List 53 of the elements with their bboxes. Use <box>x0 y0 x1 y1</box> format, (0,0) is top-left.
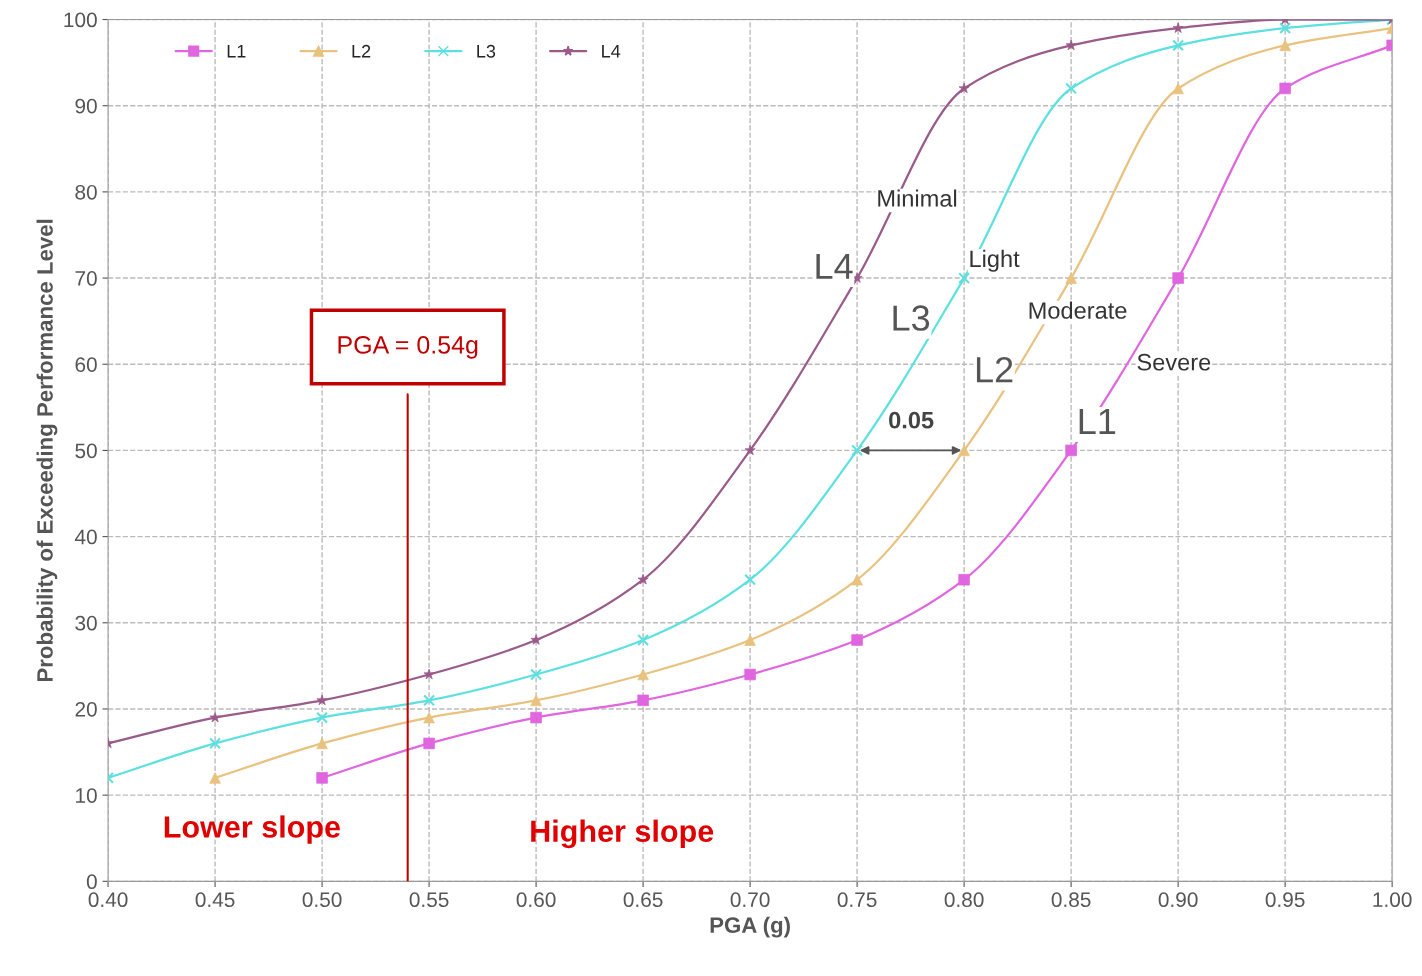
y-axis-title: Probability of Exceeding Performance Level <box>36 219 58 682</box>
y-tick-label: 30 <box>75 615 97 631</box>
point <box>851 444 864 457</box>
annotation: Higher slope <box>531 819 714 849</box>
annotation: L2 <box>976 356 1013 383</box>
x-tick-label: 0.60 <box>516 892 556 908</box>
y-tick-label: 50 <box>75 443 97 459</box>
y-tick-label: 60 <box>75 357 97 372</box>
y-tick-label: 10 <box>76 788 97 803</box>
annotation: Severe <box>1137 353 1211 371</box>
point <box>209 737 222 750</box>
annotation: L3 <box>893 305 930 331</box>
annotation: Light <box>970 249 1020 272</box>
y-tick-label: 80 <box>75 184 97 200</box>
legend-label: L2 <box>352 44 371 58</box>
y-tick-label: 90 <box>75 98 97 114</box>
point <box>637 634 650 646</box>
annotation: 0.05 <box>889 411 934 429</box>
y-tick-label: 100 <box>64 12 97 28</box>
point <box>1172 39 1185 52</box>
legend-label: L4 <box>602 45 621 58</box>
y-tick-label: 40 <box>74 529 97 545</box>
x-tick-label: 0.65 <box>623 892 663 908</box>
x-tick-label: 0.55 <box>409 892 449 908</box>
x-tick-label: 0.80 <box>944 892 984 908</box>
point <box>423 694 436 707</box>
x-tick-label: 0.85 <box>1051 892 1091 908</box>
y-tick-label: 20 <box>75 701 97 717</box>
annotation: L4 <box>816 253 853 279</box>
legend-label: L1 <box>227 45 246 58</box>
y-tick-label: 0 <box>86 874 97 890</box>
annotation: Moderate <box>1029 301 1127 319</box>
annotation: L1 <box>1079 409 1116 434</box>
point <box>1279 22 1292 35</box>
x-tick-label: 0.45 <box>195 892 235 908</box>
legend-label: L3 <box>477 44 496 58</box>
x-tick-label: 0.50 <box>302 892 342 908</box>
x-tick-label: 0.40 <box>88 892 128 908</box>
x-tick-label: 0.95 <box>1265 892 1305 908</box>
y-tick-label: 70 <box>75 271 97 286</box>
x-tick-label: 0.70 <box>730 892 770 908</box>
point <box>1065 82 1078 95</box>
point <box>316 711 329 724</box>
ref-line-label: PGA = 0.54g <box>338 336 478 359</box>
x-tick-label: 0.75 <box>837 892 877 908</box>
x-tick-label: 0.90 <box>1158 892 1198 908</box>
point <box>958 272 971 285</box>
annotation: Minimal <box>878 189 957 207</box>
point <box>530 668 543 681</box>
annotation: Lower slope <box>164 815 340 844</box>
point <box>744 573 757 586</box>
x-axis-title: PGA (g) <box>710 916 790 938</box>
x-tick-label: 1.00 <box>1373 892 1412 908</box>
